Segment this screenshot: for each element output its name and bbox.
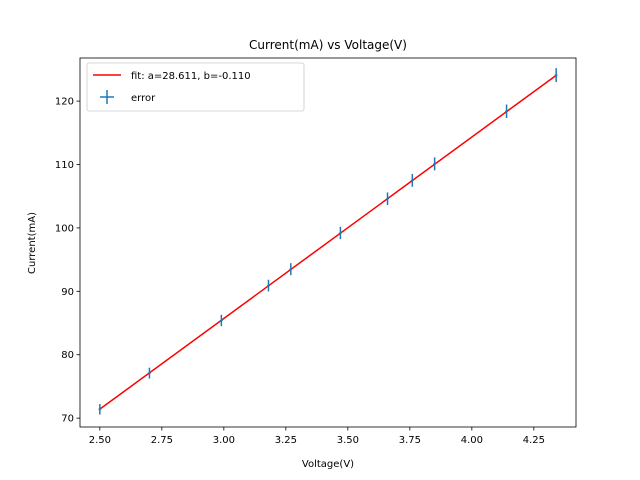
y-tick-label: 120: [55, 97, 74, 108]
x-tick-label: 4.00: [461, 435, 483, 446]
chart-title: Current(mA) vs Voltage(V): [249, 38, 407, 52]
axes-frame: [79, 57, 577, 428]
y-tick-label: 100: [55, 223, 74, 234]
fit-line: [99, 74, 557, 410]
legend-box: [86, 62, 305, 112]
error-bar-point: [98, 403, 102, 415]
y-tick-label: 90: [61, 287, 74, 298]
error-bar-point: [505, 104, 509, 118]
y-tick-label: 80: [61, 350, 74, 361]
error-bar-point: [266, 279, 270, 292]
error-bar-point: [338, 226, 342, 240]
legend-error-swatch: [100, 90, 114, 104]
legend: fit: a=28.611, b=-0.110 error: [86, 62, 305, 112]
error-bar-point: [554, 68, 558, 83]
x-tick-label: 3.75: [399, 435, 421, 446]
fit-layer: [99, 74, 557, 410]
error-bar-point: [386, 192, 390, 206]
x-tick-label: 2.75: [151, 435, 173, 446]
error-bar-point: [147, 367, 151, 379]
x-tick-label: 2.50: [89, 435, 111, 446]
y-axis-ticks: 70 80 90 100 110 120: [55, 97, 80, 425]
x-tick-label: 3.25: [275, 435, 297, 446]
x-axis-label: Voltage(V): [302, 459, 354, 470]
x-tick-label: 3.50: [337, 435, 359, 446]
y-tick-label: 110: [55, 160, 74, 171]
legend-fit-label: fit: a=28.611, b=-0.110: [131, 71, 251, 82]
x-axis-ticks: 2.50 2.75 3.00 3.25 3.50 3.75 4.00 4.25: [89, 427, 545, 446]
error-bar-point: [219, 314, 223, 327]
error-bars-layer: [98, 68, 558, 415]
legend-error-label: error: [131, 93, 156, 104]
y-tick-label: 70: [61, 414, 74, 425]
error-bar-point: [410, 173, 414, 187]
error-bar-point: [433, 157, 437, 171]
error-bar-point: [289, 263, 293, 276]
x-tick-label: 4.25: [523, 435, 545, 446]
y-axis-label: Current(mA): [27, 212, 38, 274]
x-tick-label: 3.00: [213, 435, 235, 446]
